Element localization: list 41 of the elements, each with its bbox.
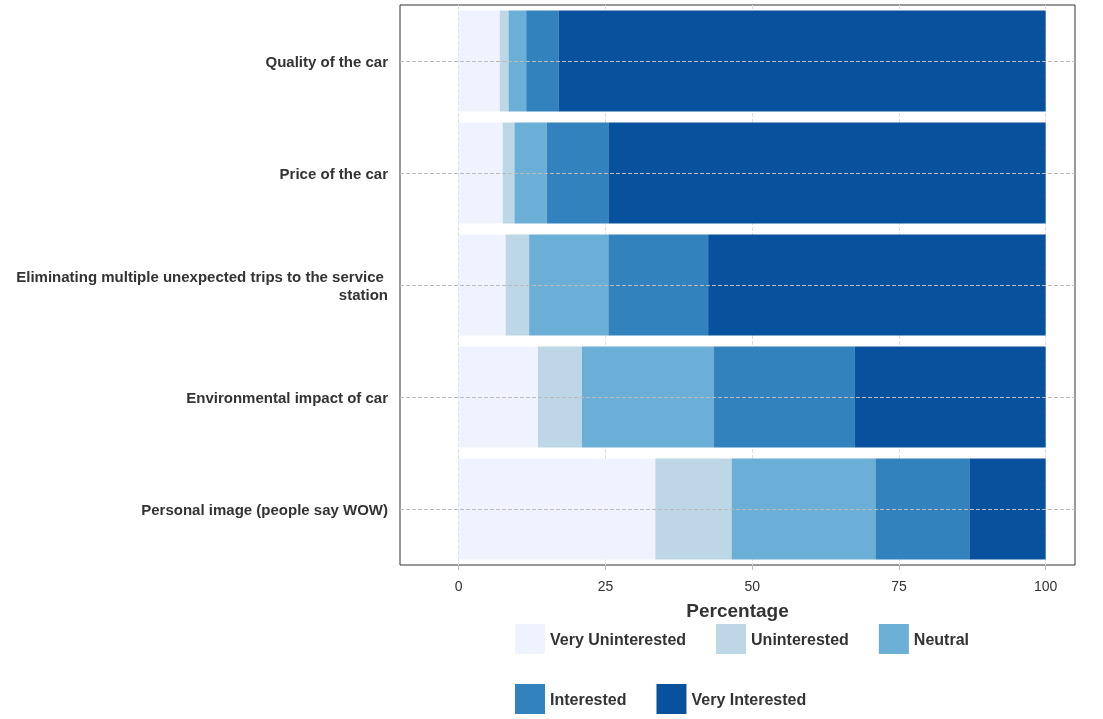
x-tick-label: 25 xyxy=(597,578,614,594)
bar xyxy=(526,10,559,112)
y-tick-label: Environmental impact of car xyxy=(186,388,389,406)
legend-label: Uninterested xyxy=(751,630,849,648)
bar xyxy=(558,10,1046,112)
legend-label: Very Uninterested xyxy=(550,630,687,648)
bar xyxy=(458,10,500,112)
bar xyxy=(708,234,1046,336)
legend-label: Very Interested xyxy=(691,690,807,708)
y-tick-label: Personal image (people say WOW) xyxy=(141,500,388,518)
bar xyxy=(505,234,530,336)
bar xyxy=(608,234,709,336)
y-tick-label: Eliminating multiple unexpected trips to the service station xyxy=(16,267,388,303)
x-axis-title: Percentage xyxy=(686,600,789,621)
legend-label: Neutral xyxy=(913,630,969,648)
y-tick-label: Quality of the car xyxy=(265,52,389,70)
bar xyxy=(608,122,1046,224)
bar xyxy=(581,346,715,448)
x-tick-label: 100 xyxy=(1033,578,1058,594)
y-tick-label: Price of the car xyxy=(279,164,389,182)
bar xyxy=(514,122,547,224)
x-tick-label: 50 xyxy=(744,578,761,594)
bar xyxy=(731,458,876,560)
bar xyxy=(854,346,1046,448)
bar xyxy=(458,122,503,224)
x-tick-label: 0 xyxy=(454,578,463,594)
bar xyxy=(537,346,582,448)
bar xyxy=(529,234,609,336)
bar xyxy=(655,458,732,560)
bar xyxy=(499,10,509,112)
x-tick-label: 75 xyxy=(891,578,907,594)
bar xyxy=(508,10,527,112)
bar xyxy=(969,458,1046,560)
bar xyxy=(714,346,855,448)
bar xyxy=(546,122,609,224)
bar xyxy=(875,458,970,560)
bar xyxy=(458,346,538,448)
legend-label: Interested xyxy=(550,690,627,708)
bar xyxy=(458,458,656,560)
bar xyxy=(458,234,506,336)
bar xyxy=(502,122,515,224)
